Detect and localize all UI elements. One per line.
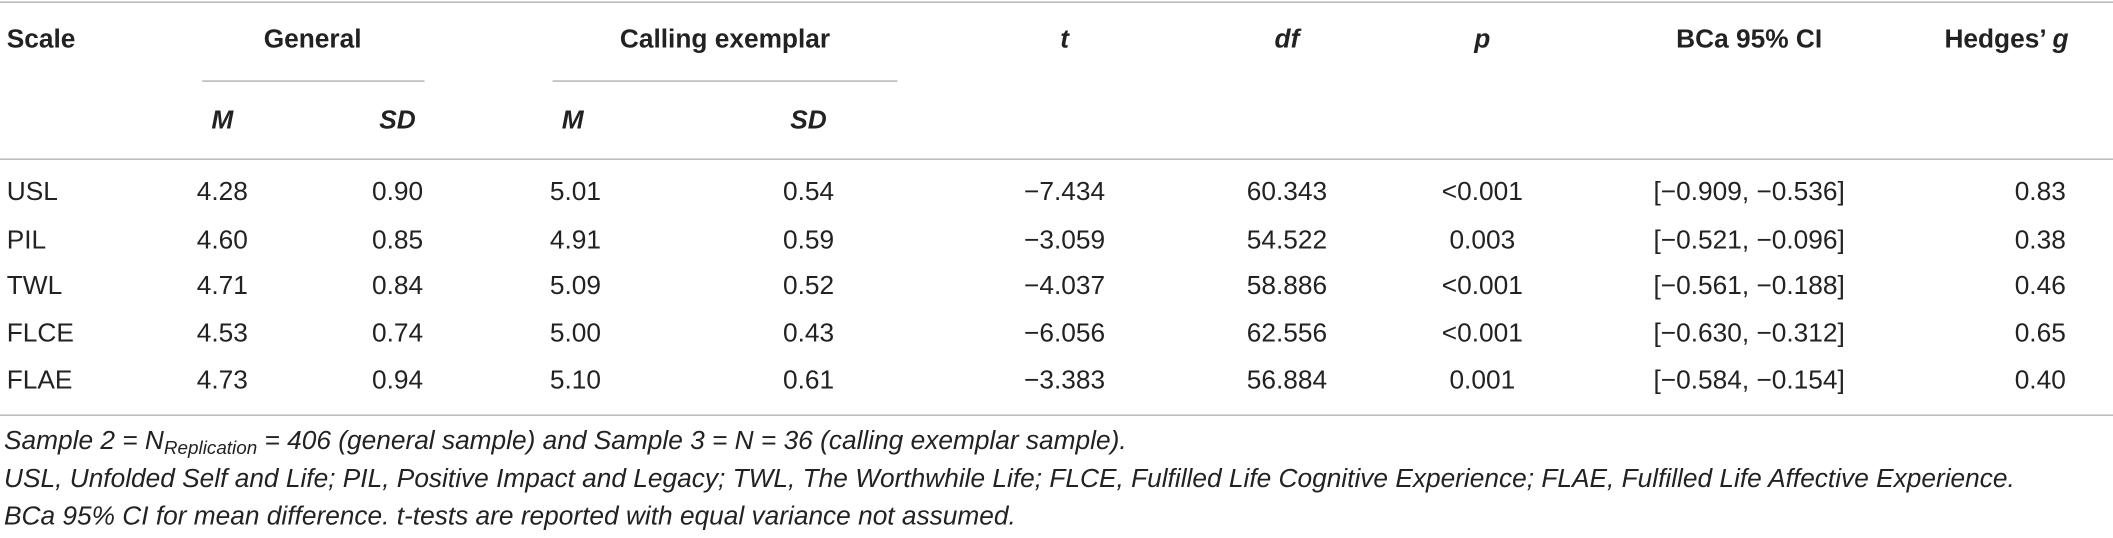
- cell: 5.00: [550, 317, 601, 347]
- cell: [−0.561, −0.188]: [1653, 270, 1844, 300]
- table-body: USL 4.28 0.90 5.01 0.54 −7.434 60.343 <0.001 [−0…: [7, 176, 2066, 395]
- cell: 4.71: [197, 270, 248, 300]
- note: BCa 95% CI for mean difference. t-tests …: [4, 501, 1016, 531]
- header-stat: t: [1060, 24, 1070, 54]
- cell: 4.91: [550, 224, 601, 254]
- cell: 0.003: [1449, 224, 1515, 254]
- cell: 0.001: [1449, 364, 1515, 394]
- row-label: TWL: [7, 270, 62, 300]
- header-group: Calling exemplar: [620, 24, 830, 54]
- cell: <0.001: [1442, 270, 1523, 300]
- cell: [−0.521, −0.096]: [1653, 224, 1844, 254]
- cell: 0.59: [783, 224, 834, 254]
- cell: 0.54: [783, 176, 834, 206]
- cell: 54.522: [1247, 224, 1327, 254]
- cell: 0.43: [783, 317, 834, 347]
- cell: −3.383: [1024, 364, 1105, 394]
- note: Sample 2 = NReplication = 406 (general s…: [4, 425, 1127, 458]
- header-hedges-text: Hedges’: [1944, 24, 2052, 54]
- note-text: Sample 2 = N: [4, 425, 164, 455]
- header-stat: df: [1275, 24, 1302, 54]
- cell: 56.884: [1247, 364, 1327, 394]
- header-hedges: Hedges’ g: [1944, 24, 2068, 54]
- row-label: FLCE: [7, 317, 74, 347]
- cell: −6.056: [1024, 317, 1105, 347]
- cell: <0.001: [1442, 176, 1523, 206]
- header-scale: Scale: [7, 24, 76, 54]
- cell: 0.90: [372, 176, 423, 206]
- cell: 0.40: [2015, 364, 2066, 394]
- header-hedges-symbol: g: [2051, 24, 2068, 54]
- cell: 0.38: [2015, 224, 2066, 254]
- cell: 0.83: [2015, 176, 2066, 206]
- cell: [−0.909, −0.536]: [1653, 176, 1844, 206]
- note: USL, Unfolded Self and Life; PIL, Positi…: [4, 463, 2015, 493]
- cell: 4.53: [197, 317, 248, 347]
- cell: 4.60: [197, 224, 248, 254]
- cell: 58.886: [1247, 270, 1327, 300]
- cell: [−0.584, −0.154]: [1653, 364, 1844, 394]
- cell: 0.84: [372, 270, 423, 300]
- cell: 4.73: [197, 364, 248, 394]
- cell: 0.94: [372, 364, 423, 394]
- row-label: USL: [7, 176, 58, 206]
- cell: 0.74: [372, 317, 423, 347]
- header-ci: BCa 95% CI: [1676, 24, 1822, 54]
- subheader: M: [211, 104, 234, 134]
- note-subscript: Replication: [164, 437, 257, 458]
- row-label: PIL: [7, 224, 46, 254]
- cell: 0.52: [783, 270, 834, 300]
- cell: −4.037: [1024, 270, 1105, 300]
- cell: 0.65: [2015, 317, 2066, 347]
- subheader: SD: [790, 104, 827, 134]
- cell: 0.61: [783, 364, 834, 394]
- cell: −3.059: [1024, 224, 1105, 254]
- row-label: FLAE: [7, 364, 73, 394]
- cell: 0.46: [2015, 270, 2066, 300]
- note-text: = 406 (general sample) and Sample 3 = N …: [257, 425, 1126, 455]
- subheader: SD: [379, 104, 416, 134]
- header-group: General: [264, 24, 362, 54]
- cell: 0.85: [372, 224, 423, 254]
- cell: 5.10: [550, 364, 601, 394]
- cell: 60.343: [1247, 176, 1327, 206]
- header-stat: p: [1473, 24, 1490, 54]
- cell: −7.434: [1024, 176, 1105, 206]
- cell: 5.09: [550, 270, 601, 300]
- cell: [−0.630, −0.312]: [1653, 317, 1844, 347]
- cell: 62.556: [1247, 317, 1327, 347]
- cell: 5.01: [550, 176, 601, 206]
- cell: 4.28: [197, 176, 248, 206]
- cell: <0.001: [1442, 317, 1523, 347]
- subheader: M: [562, 104, 585, 134]
